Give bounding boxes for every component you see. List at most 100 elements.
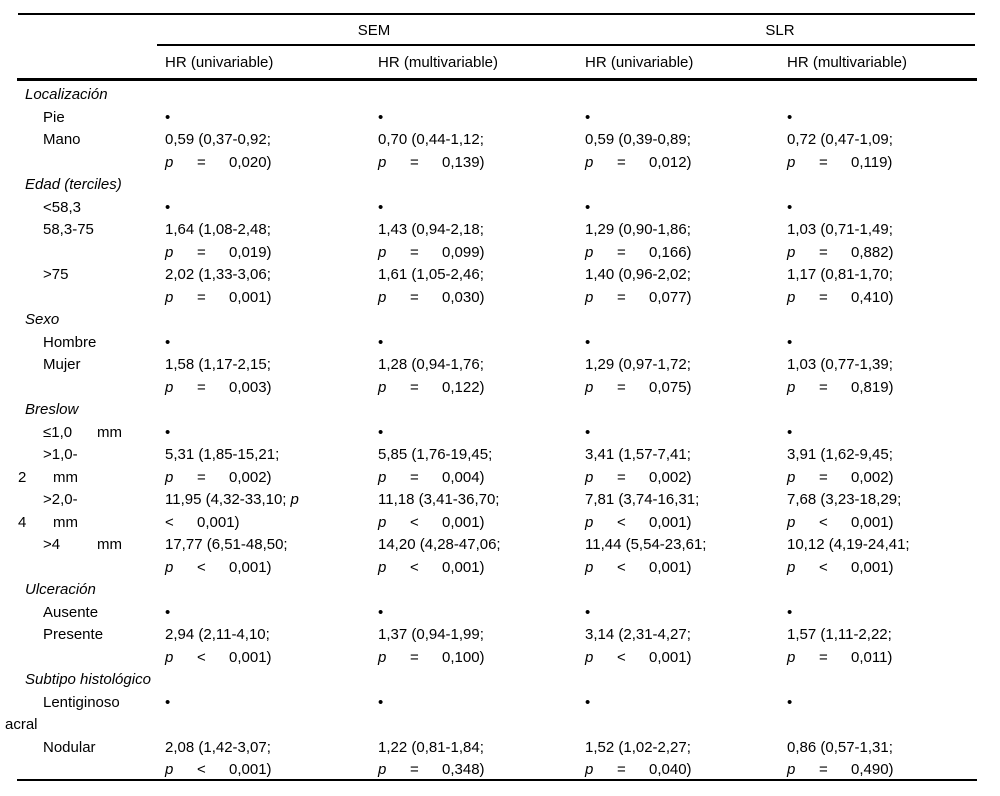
p-value-line: p <0,001) [378, 512, 585, 535]
hr-estimate-line: 1,52 (1,02-2,27; [585, 738, 691, 756]
p-symbol: p [165, 243, 174, 261]
hr-cell: 2,94 (2,11-4,10; p <0,001) [165, 624, 378, 669]
hr-estimate-line: 1,37 (0,94-1,99; [378, 626, 484, 643]
hr-estimate-line: 0,59 (0,39-0,89; [585, 131, 691, 148]
hr-estimate-line: 11,44 (5,54-23,61; [585, 536, 707, 553]
hr-estimate-line: 0,86 (0,57-1,31; [787, 738, 893, 756]
hr-cell: 5,31 (1,85-15,21; p = 0,002) [165, 444, 378, 489]
hr-cell: 1,03 (0,77-1,39; p = 0,819) [787, 354, 975, 399]
reference-bullet: • [585, 198, 591, 216]
hr-estimate-line: 11,18 (3,41-36,70; [378, 491, 500, 508]
reference-bullet: • [378, 198, 384, 216]
hr-cell: 5,85 (1,76-19,45; p = 0,004) [378, 444, 585, 489]
p-symbol: p [378, 288, 387, 306]
p-operator: < [410, 513, 419, 531]
p-value: 0,002) [851, 468, 894, 486]
p-operator: < [410, 558, 419, 576]
p-operator: = [197, 153, 206, 171]
reference-cell: • [787, 692, 975, 737]
p-value-line: p = 0,011) [787, 647, 975, 670]
p-symbol: p [787, 513, 796, 531]
reference-bullet: • [378, 333, 384, 351]
reference-cell: • [585, 332, 787, 355]
row-label-line: >1,0- [43, 446, 78, 463]
p-value-line: p = 0,882) [787, 242, 975, 265]
reference-bullet: • [165, 108, 171, 126]
p-value-line: p <0,001) [787, 512, 975, 535]
row-label-part: >4 [43, 536, 61, 553]
reference-cell: • [165, 602, 378, 625]
p-value-line: p = 0,020) [165, 152, 378, 175]
reference-bullet: • [378, 108, 384, 126]
row-label: Lentiginoso acral [5, 692, 165, 737]
hr-cell: 1,57 (1,11-2,22; p = 0,011) [787, 624, 975, 669]
p-symbol: p [585, 558, 594, 576]
reference-cell: • [378, 602, 585, 625]
hr-cell: 1,61 (1,05-2,46; p = 0,030) [378, 264, 585, 309]
hr-cell: 0,86 (0,57-1,31; p = 0,490) [787, 737, 975, 782]
reference-bullet: • [165, 333, 171, 351]
reference-cell: • [585, 692, 787, 737]
p-symbol: p [165, 648, 174, 666]
row-label-part: mm [97, 536, 122, 553]
hr-estimate-line: 2,94 (2,11-4,10; [165, 626, 270, 643]
hr-cell: 17,77 (6,51-48,50; p <0,001) [165, 534, 378, 579]
p-value: 0,075) [649, 378, 692, 396]
hr-estimate-line: 5,85 (1,76-19,45; [378, 446, 493, 463]
p-value-line: p = 0,139) [378, 152, 585, 175]
hr-estimate-line: 3,91 (1,62-9,45; [787, 446, 893, 463]
reference-cell: • [787, 332, 975, 355]
p-operator: < [197, 761, 206, 778]
p-symbol: p [585, 153, 594, 171]
table-section: Breslow ≤1,0 mm • • • • >1,0- 2 mm 5,31 (1,85-15,2… [5, 399, 975, 579]
reference-bullet: • [585, 333, 591, 351]
row-label-line: ≤1,0 mm [5, 422, 165, 445]
hr-estimate-line: 1,29 (0,90-1,86; [585, 221, 691, 238]
p-operator: < [197, 648, 206, 666]
hr-estimate-line: 1,28 (0,94-1,76; [378, 356, 484, 373]
table-row: Lentiginoso acral • • • • [5, 692, 975, 737]
p-symbol: p [585, 513, 594, 531]
reference-cell: • [165, 332, 378, 355]
reference-cell: • [378, 107, 585, 130]
p-value-line: p = 0,100) [378, 647, 585, 670]
hr-cell: 1,29 (0,90-1,86; p = 0,166) [585, 219, 787, 264]
p-value: 0,348) [442, 761, 485, 778]
p-operator: = [819, 243, 828, 261]
row-label-line: <58,3 [43, 198, 81, 216]
p-value: 0,019) [229, 243, 272, 261]
reference-bullet: • [165, 693, 171, 711]
row-label-part: mm [53, 468, 78, 486]
p-symbol: p [378, 468, 387, 486]
column-header-sem-multivariable: HR (multivariable) [378, 54, 499, 71]
p-operator: = [819, 468, 828, 486]
p-value: 0,001) [851, 558, 894, 576]
hr-estimate-line: 1,64 (1,08-2,48; [165, 221, 271, 238]
p-symbol: p [378, 648, 387, 666]
p-value-line: p = 0,002) [787, 467, 975, 490]
row-label-line: Mujer [43, 356, 81, 373]
reference-cell: • [787, 197, 975, 220]
hr-cell: 3,91 (1,62-9,45; p = 0,002) [787, 444, 975, 489]
p-symbol: p [585, 288, 594, 306]
hr-estimate-line: 1,17 (0,81-1,70; [787, 266, 893, 283]
p-symbol: p [585, 648, 594, 666]
reference-cell: • [165, 422, 378, 445]
reference-bullet: • [787, 333, 793, 351]
hr-cell: 0,59 (0,39-0,89; p = 0,012) [585, 129, 787, 174]
p-symbol: p [787, 761, 796, 778]
p-operator: = [617, 243, 626, 261]
hr-estimate-line: 2,02 (1,33-3,06; [165, 266, 271, 283]
table-row: Mujer 1,58 (1,17-2,15; p = 0,003) 1,28 (0,94-… [5, 354, 975, 399]
row-label: 58,3-75 [5, 219, 165, 264]
row-label-line: Pie [43, 108, 65, 126]
p-operator: = [819, 648, 828, 666]
p-symbol: p [787, 648, 796, 666]
section-title: Edad (terciles) [25, 176, 122, 193]
table-row: Hombre • • • • [5, 332, 975, 355]
reference-cell: • [378, 422, 585, 445]
hr-estimate-line: 17,77 (6,51-48,50; [165, 536, 288, 553]
p-value: 0,002) [229, 468, 272, 486]
reference-bullet: • [787, 108, 793, 126]
